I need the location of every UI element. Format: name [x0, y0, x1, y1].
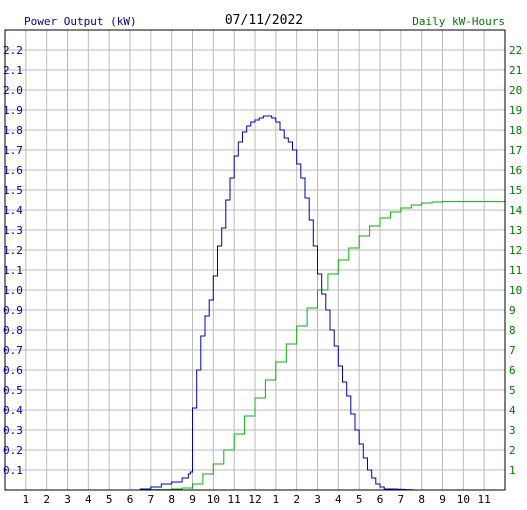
power-output-line [5, 115, 464, 491]
x-tick-label: 3 [64, 493, 71, 506]
y-left-tick-label: 0.6 [3, 364, 23, 377]
grid-layer [5, 30, 505, 490]
x-tick-label: 2 [293, 493, 300, 506]
y-right-tick-label: 14 [509, 204, 523, 217]
y-left-tick-label: 1.2 [3, 244, 23, 257]
y-left-tick-label: 1.1 [3, 264, 23, 277]
x-tick-label: 12 [248, 493, 261, 506]
x-tick-label: 10 [457, 493, 470, 506]
x-tick-label: 1 [23, 493, 30, 506]
y-left-tick-label: 1.8 [3, 124, 23, 137]
chart-title: 07/11/2022 [225, 13, 303, 28]
y-left-tick-label: 1.7 [3, 144, 23, 157]
y-left-tick-label: 1.0 [3, 284, 23, 297]
x-tick-label: 3 [314, 493, 321, 506]
y-left-tick-label: 2.2 [3, 44, 23, 57]
y-left-tick-label: 0.1 [3, 464, 23, 477]
y-right-tick-label: 4 [509, 404, 516, 417]
daily-kwh-line [5, 201, 505, 491]
y-right-tick-label: 11 [509, 264, 522, 277]
y-left-tick-label: 0.4 [3, 404, 23, 417]
right-axis-title: Daily kW-Hours [412, 15, 505, 28]
x-tick-label: 5 [106, 493, 113, 506]
y-right-tick-label: 21 [509, 64, 522, 77]
y-right-tick-label: 3 [509, 424, 516, 437]
y-right-tick-label: 12 [509, 244, 522, 257]
ticks-layer: 0.1 0.2 0.3 0.4 0.5 0.6 0.7 0.8 0.9 1.0 1.1 1.2 1.3 1… [3, 44, 523, 506]
y-right-tick-label: 15 [509, 184, 522, 197]
x-tick-label: 9 [189, 493, 196, 506]
y-left-tick-label: 1.3 [3, 224, 23, 237]
y-left-tick-label: 1.4 [3, 204, 23, 217]
x-tick-label: 5 [356, 493, 363, 506]
x-tick-label: 8 [168, 493, 175, 506]
y-left-tick-label: 0.3 [3, 424, 23, 437]
y-right-tick-label: 22 [509, 44, 522, 57]
y-right-tick-label: 19 [509, 104, 522, 117]
y-right-tick-label: 20 [509, 84, 522, 97]
y-right-tick-label: 6 [509, 364, 516, 377]
y-right-tick-label: 1 [509, 464, 516, 477]
x-tick-label: 11 [228, 493, 241, 506]
y-left-tick-label: 1.6 [3, 164, 23, 177]
left-axis-title: Power Output (kW) [24, 15, 137, 28]
y-right-tick-label: 5 [509, 384, 516, 397]
y-right-tick-label: 18 [509, 124, 522, 137]
x-tick-label: 9 [439, 493, 446, 506]
x-tick-label: 6 [377, 493, 384, 506]
x-tick-label: 2 [43, 493, 50, 506]
y-right-tick-label: 7 [509, 344, 516, 357]
y-right-tick-label: 13 [509, 224, 522, 237]
y-left-tick-label: 0.9 [3, 304, 23, 317]
y-left-tick-label: 0.7 [3, 344, 23, 357]
x-tick-label: 11 [478, 493, 491, 506]
x-tick-label: 7 [148, 493, 155, 506]
y-right-tick-label: 16 [509, 164, 522, 177]
y-right-tick-label: 8 [509, 324, 516, 337]
y-right-tick-label: 2 [509, 444, 516, 457]
x-tick-label: 4 [85, 493, 92, 506]
lines-layer [5, 115, 505, 491]
x-tick-label: 6 [127, 493, 134, 506]
y-left-tick-label: 2.1 [3, 64, 23, 77]
y-right-tick-label: 10 [509, 284, 522, 297]
y-right-tick-label: 17 [509, 144, 522, 157]
x-tick-label: 7 [398, 493, 405, 506]
y-left-tick-label: 1.9 [3, 104, 23, 117]
x-tick-label: 1 [273, 493, 280, 506]
plot-frame [4, 29, 506, 491]
y-left-tick-label: 0.5 [3, 384, 23, 397]
y-left-tick-label: 1.5 [3, 184, 23, 197]
x-tick-label: 10 [207, 493, 220, 506]
y-left-tick-label: 2.0 [3, 84, 23, 97]
y-left-tick-label: 0.8 [3, 324, 23, 337]
y-right-tick-label: 9 [509, 304, 516, 317]
x-tick-label: 4 [335, 493, 342, 506]
x-tick-label: 8 [418, 493, 425, 506]
y-left-tick-label: 0.2 [3, 444, 23, 457]
